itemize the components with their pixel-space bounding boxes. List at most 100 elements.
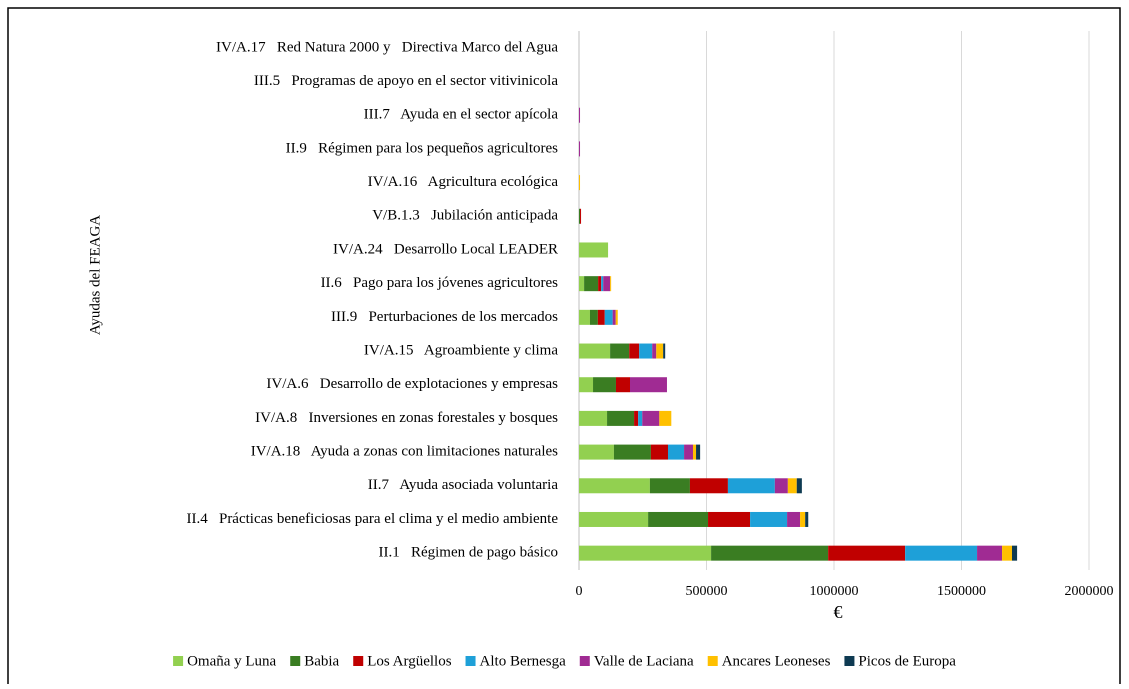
bar-segment [579, 242, 609, 258]
bar-segment [580, 208, 582, 224]
x-tick-label: 0 [576, 584, 583, 599]
bar-segment [1002, 545, 1012, 561]
y-tick-label: IV/A.8 Inversiones en zonas forestales y… [255, 410, 558, 426]
legend-label: Valle de Laciana [594, 653, 694, 669]
legend-label: Ancares Leoneses [722, 653, 831, 669]
y-tick-label: III.7 Ayuda en el sector apícola [364, 107, 559, 123]
bar-segment [612, 309, 616, 325]
x-axis-label: € [834, 602, 843, 622]
bar-segment [634, 410, 639, 426]
x-tick-label: 500000 [686, 584, 728, 599]
chart-border [7, 7, 1121, 689]
bar-segment [977, 545, 1003, 561]
bar-segment [610, 276, 612, 292]
bar-segment [1011, 545, 1018, 561]
bar-segment [597, 309, 605, 325]
legend-label: Alto Bernesga [480, 653, 567, 669]
bar-segment [656, 343, 664, 359]
y-tick-label: III.9 Perturbaciones de los mercados [331, 309, 558, 325]
y-tick-label: II.7 Ayuda asociada voluntaria [368, 477, 559, 493]
y-tick-label: V/B.1.3 Jubilación anticipada [372, 208, 558, 224]
y-tick-label: II.9 Régimen para los pequeños agriculto… [286, 140, 559, 156]
legend-swatch [290, 656, 301, 666]
y-tick-label: IV/A.18 Ayuda a zonas con limitaciones n… [251, 444, 558, 460]
y-tick-label: II.6 Pago para los jóvenes agricultores [321, 275, 559, 291]
y-tick-label: III.5 Programas de apoyo en el sector vi… [254, 73, 558, 89]
bar-segment [579, 175, 581, 191]
bar-segment [805, 511, 809, 527]
legend-swatch [465, 656, 476, 666]
y-tick-label: IV/A.15 Agroambiente y clima [364, 342, 558, 358]
x-tick-label: 2000000 [1065, 584, 1114, 599]
bar-segment [774, 478, 788, 494]
bar-segment [579, 377, 594, 393]
legend-label: Los Argüellos [367, 653, 451, 669]
bar-segment [696, 444, 701, 460]
bar-segment [610, 343, 630, 359]
bar-segment [630, 377, 667, 393]
legend-swatch [579, 656, 590, 666]
bar-segment [787, 511, 801, 527]
x-tick-label: 1500000 [937, 584, 986, 599]
x-tick-label: 1000000 [810, 584, 859, 599]
bar-segment [692, 444, 697, 460]
bar-segment [727, 478, 775, 494]
legend-label: Babia [304, 653, 339, 669]
bar-segment [598, 276, 602, 292]
bar-segment [659, 410, 672, 426]
bar-segment [787, 478, 797, 494]
bar-segment [649, 478, 690, 494]
legend-label: Omaña y Luna [187, 653, 276, 669]
bar-segment [663, 343, 666, 359]
bar-segment [579, 309, 590, 325]
bar-segment [800, 511, 806, 527]
bar-segment [615, 309, 618, 325]
y-tick-label: IV/A.6 Desarrollo de explotaciones y emp… [266, 376, 558, 392]
bar-segment [579, 410, 608, 426]
bar-segment [711, 545, 829, 561]
bar-segment [579, 444, 614, 460]
bar-segment [607, 410, 635, 426]
bar-segment [629, 343, 640, 359]
y-tick-label: II.1 Régimen de pago básico [378, 545, 558, 561]
bar-segment [796, 478, 802, 494]
y-tick-label: IV/A.16 Agricultura ecológica [368, 174, 559, 190]
bar-segment [667, 444, 685, 460]
bar-segment [642, 410, 660, 426]
legend-swatch [353, 656, 364, 666]
bar-segment [648, 511, 709, 527]
bar-segment [650, 444, 668, 460]
bar-segment [652, 343, 657, 359]
bar-segment [593, 377, 616, 393]
bar-segment [579, 141, 581, 157]
y-axis-label: Ayudas del FEAGA [87, 215, 103, 335]
bar-segment [603, 276, 611, 292]
bar-segment [615, 377, 630, 393]
bar-segment [579, 107, 581, 123]
bar-segment [579, 276, 585, 292]
bar-segment [584, 276, 599, 292]
bar-segment [708, 511, 751, 527]
bar-segment [828, 545, 906, 561]
legend-swatch [707, 656, 718, 666]
bar-segment [579, 478, 650, 494]
y-tick-label: IV/A.24 Desarrollo Local LEADER [333, 241, 558, 257]
bar-segment [579, 343, 611, 359]
y-tick-label: II.4 Prácticas beneficiosas para el clim… [186, 511, 558, 527]
bar-segment [579, 511, 649, 527]
legend-swatch [844, 656, 855, 666]
bar-segment [750, 511, 788, 527]
bar-segment [604, 309, 613, 325]
bar-segment [601, 276, 604, 292]
bar-segment [579, 545, 712, 561]
legend-label: Picos de Europa [858, 653, 956, 669]
bar-segment [579, 208, 581, 224]
bar-segment [613, 444, 651, 460]
bar-segment [589, 309, 598, 325]
bar-segment [689, 478, 728, 494]
bar-segment [684, 444, 693, 460]
bar-segment [639, 343, 653, 359]
y-tick-label: IV/A.17 Red Natura 2000 y Directiva Marc… [216, 39, 558, 55]
legend-swatch [173, 656, 184, 666]
